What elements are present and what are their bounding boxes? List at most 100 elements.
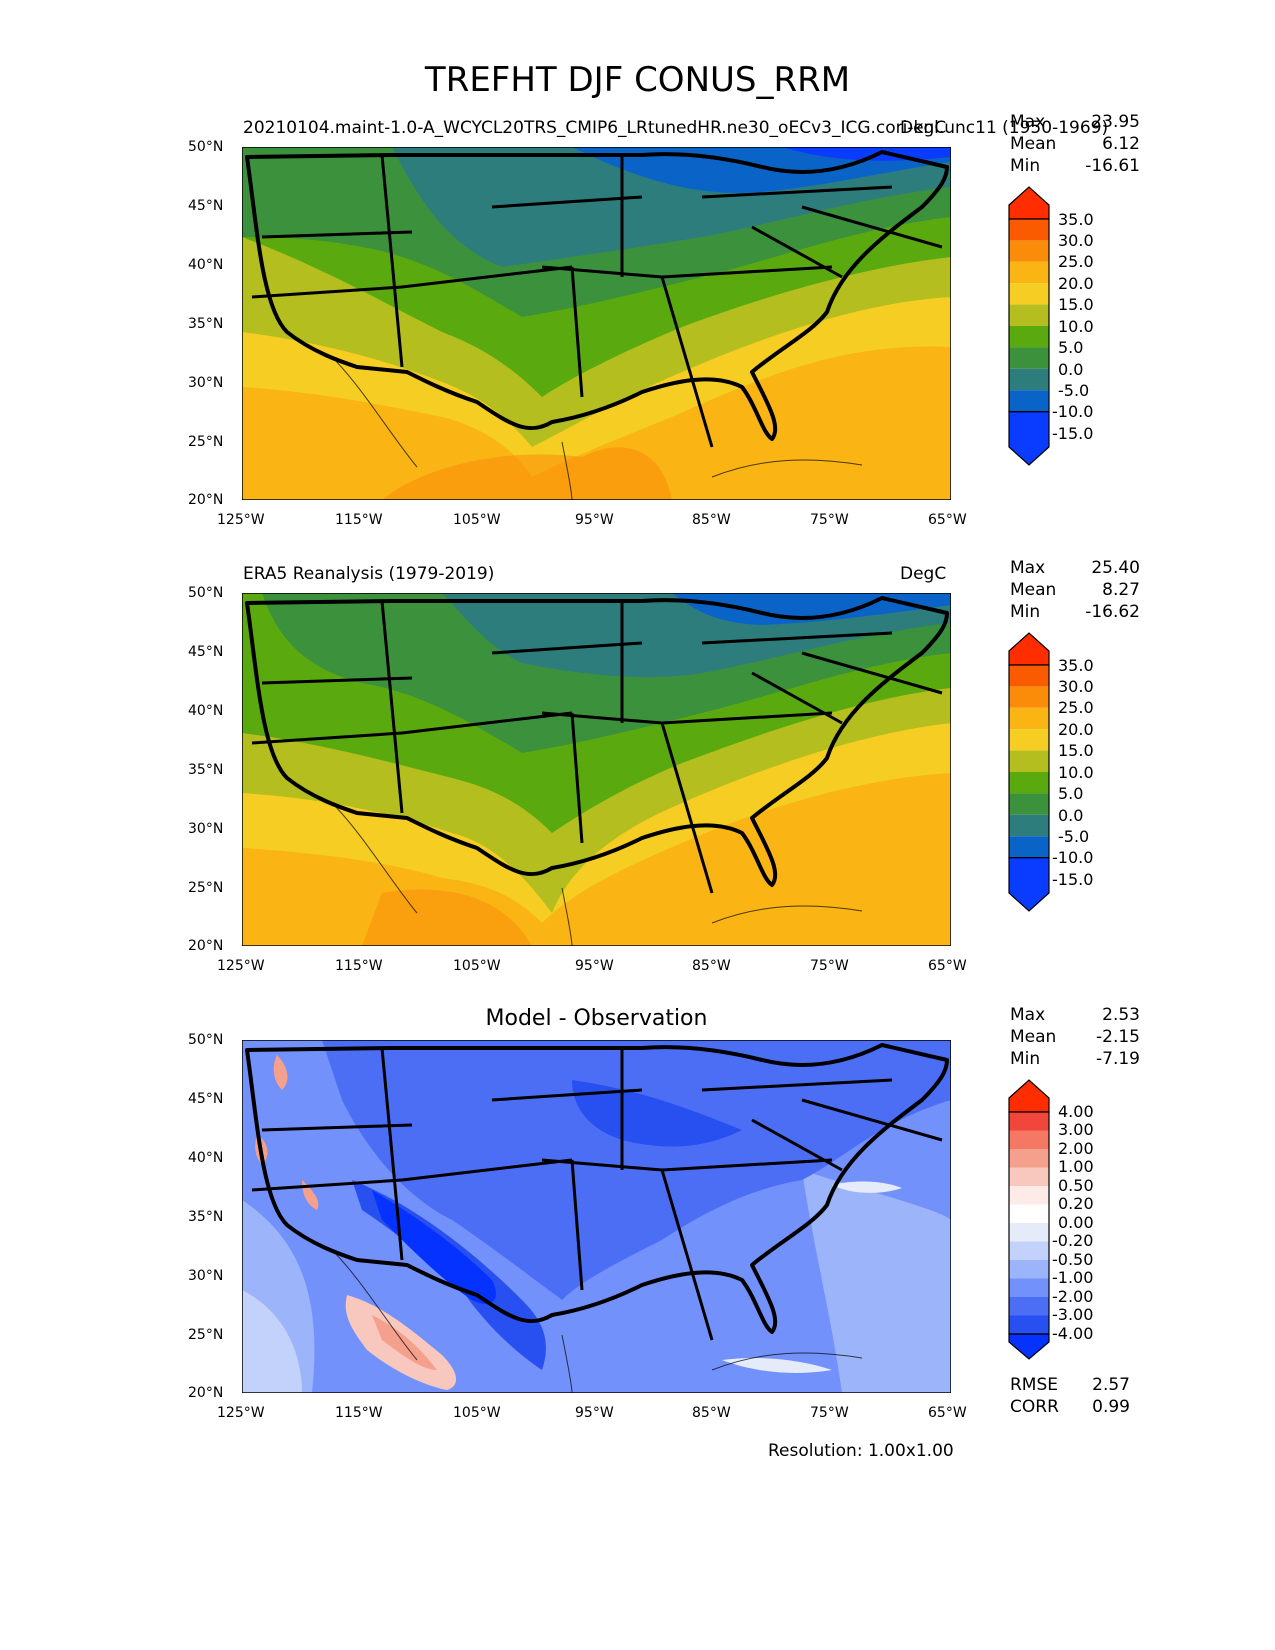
diff-band-pos-west	[255, 1055, 319, 1210]
panel3-title: Model - Observation	[485, 1006, 708, 1031]
panel1-lat-tick: 20°N	[188, 492, 224, 508]
colorbar-top-extend	[1008, 1079, 1050, 1113]
min-value: -7.19	[1096, 1049, 1140, 1069]
mean-value: 8.27	[1102, 580, 1140, 600]
colorbar-tick: -5.0	[1058, 827, 1090, 846]
min-label: Min	[1010, 602, 1041, 622]
panel2-lat-tick: 50°N	[188, 585, 224, 601]
panel2-lon-tick: 115°W	[335, 958, 383, 974]
panel3-lon-tick: 125°W	[217, 1405, 265, 1421]
temp-band-neg10	[672, 593, 951, 625]
panel1-lat-tick: 25°N	[188, 434, 224, 450]
us-border	[245, 1043, 949, 1334]
coastlines	[331, 1249, 863, 1393]
max-label: Max	[1010, 1005, 1046, 1025]
panel2-stats: Max 25.40 Mean 8.27 Min -16.62	[1010, 557, 1140, 623]
colorbar-tick: 15.0	[1058, 295, 1094, 314]
state-lines	[251, 1047, 943, 1341]
colorbar-tick: 35.0	[1058, 656, 1094, 675]
coastlines	[331, 356, 863, 500]
panel2-lon-tick: 75°W	[810, 958, 849, 974]
panel3-lon-tick: 75°W	[810, 1405, 849, 1421]
colorbar-tick: 2.00	[1058, 1139, 1094, 1158]
colorbar-tick: -15.0	[1052, 424, 1094, 443]
colorbar-tick: 0.50	[1058, 1176, 1094, 1195]
panel1-left-title: 20210104.maint-1.0-A_WCYCL20TRS_CMIP6_LR…	[243, 118, 1109, 138]
panel1-lat-tick: 30°N	[188, 375, 224, 391]
min-label: Min	[1010, 1049, 1041, 1069]
panel1-lon-tick: 75°W	[810, 512, 849, 528]
coastlines	[331, 802, 863, 946]
diff-band-neg4	[372, 1190, 496, 1304]
colorbar-tick: -5.0	[1058, 381, 1090, 400]
diff-band-pos-baja-core	[372, 1315, 437, 1370]
resolution-note: Resolution: 1.00x1.00	[768, 1441, 954, 1461]
rmse-value: 2.57	[1092, 1375, 1130, 1395]
panel3-map	[242, 1040, 951, 1393]
panel1-stats: Max 23.95 Mean 6.12 Min -16.61	[1010, 111, 1140, 177]
state-lines	[251, 600, 943, 894]
panel3-metrics: RMSE 2.57 CORR 0.99	[1010, 1374, 1130, 1418]
colorbar-bottom-extend	[1008, 411, 1050, 466]
colorbar-tick: -0.20	[1052, 1231, 1094, 1250]
panel2-units: DegC	[900, 564, 947, 584]
panel2-lat-tick: 25°N	[188, 880, 224, 896]
colorbar-tick: 5.0	[1058, 784, 1084, 803]
panel3-lat-tick: 35°N	[188, 1209, 224, 1225]
panel1-lat-tick: 35°N	[188, 316, 224, 332]
colorbar-tick: 25.0	[1058, 252, 1094, 271]
colorbar-tick: -0.50	[1052, 1250, 1094, 1269]
colorbar-tick: 25.0	[1058, 698, 1094, 717]
diff-band-neg05	[242, 1290, 302, 1393]
colorbar-tick: 30.0	[1058, 677, 1094, 696]
panel3-lon-tick: 65°W	[928, 1405, 967, 1421]
panel3-lat-tick: 30°N	[188, 1268, 224, 1284]
max-label: Max	[1010, 558, 1046, 578]
panel1-lat-tick: 50°N	[188, 139, 224, 155]
colorbar-top-extend	[1008, 186, 1050, 220]
colorbar-tick: -10.0	[1052, 402, 1094, 421]
colorbar-tick: 15.0	[1058, 741, 1094, 760]
panel2-lon-tick: 95°W	[575, 958, 614, 974]
colorbar-tick: 35.0	[1058, 210, 1094, 229]
colorbar-tick: 20.0	[1058, 274, 1094, 293]
panel1-colorbar	[1008, 186, 1050, 466]
panel3-stats: Max 2.53 Mean -2.15 Min -7.19	[1010, 1004, 1140, 1070]
colorbar-tick: 0.0	[1058, 360, 1084, 379]
colorbar-bottom-extend	[1008, 1333, 1050, 1360]
panel2-lat-tick: 30°N	[188, 821, 224, 837]
colorbar-tick: -15.0	[1052, 870, 1094, 889]
colorbar-tick: -1.00	[1052, 1268, 1094, 1287]
panel2-lat-tick: 35°N	[188, 762, 224, 778]
corr-value: 0.99	[1092, 1397, 1130, 1417]
colorbar-tick: 20.0	[1058, 720, 1094, 739]
temp-band-warm	[362, 889, 532, 946]
panel2-colorbar	[1008, 632, 1050, 912]
colorbar-tick: -3.00	[1052, 1305, 1094, 1324]
panel1-lon-tick: 125°W	[217, 512, 265, 528]
figure-title: TREFHT DJF CONUS_RRM	[424, 60, 851, 100]
panel3-lat-tick: 25°N	[188, 1327, 224, 1343]
diff-band-neg1	[242, 1170, 951, 1393]
corr-label: CORR	[1010, 1397, 1059, 1417]
colorbar-tick: 0.00	[1058, 1213, 1094, 1232]
colorbar-tick: 5.0	[1058, 338, 1084, 357]
panel2-lat-tick: 40°N	[188, 703, 224, 719]
min-label: Min	[1010, 156, 1041, 176]
panel3-lat-tick: 40°N	[188, 1150, 224, 1166]
panel3-lon-tick: 85°W	[692, 1405, 731, 1421]
colorbar-tick: 10.0	[1058, 317, 1094, 336]
panel3-lon-tick: 115°W	[335, 1405, 383, 1421]
panel3-lat-tick: 20°N	[188, 1385, 224, 1401]
panel2-lon-tick: 105°W	[453, 958, 501, 974]
panel3-lon-tick: 105°W	[453, 1405, 501, 1421]
panel2-lat-tick: 20°N	[188, 938, 224, 954]
colorbar-tick: 0.0	[1058, 806, 1084, 825]
panel2-lon-tick: 65°W	[928, 958, 967, 974]
max-label: Max	[1010, 112, 1046, 132]
panel2-map	[242, 593, 951, 946]
panel1-lon-tick: 105°W	[453, 512, 501, 528]
colorbar-tick: 3.00	[1058, 1120, 1094, 1139]
panel1-lon-tick: 95°W	[575, 512, 614, 528]
panel1-units: DegC	[900, 118, 947, 138]
